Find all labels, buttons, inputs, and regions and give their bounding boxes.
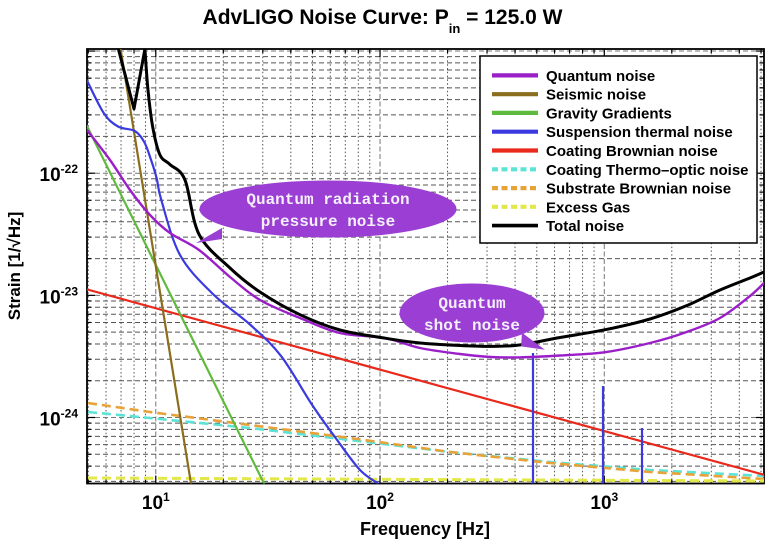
svg-text:Seismic noise: Seismic noise	[546, 87, 646, 104]
svg-text:pressure noise: pressure noise	[261, 213, 395, 231]
svg-text:10-23: 10-23	[40, 284, 79, 308]
svg-text:Quantum: Quantum	[438, 295, 506, 313]
svg-text:101: 101	[142, 490, 170, 514]
svg-text:10-24: 10-24	[40, 407, 79, 431]
svg-text:Strain [1/√Hz]: Strain [1/√Hz]	[5, 212, 24, 321]
svg-text:Frequency [Hz]: Frequency [Hz]	[360, 519, 490, 539]
svg-text:Excess Gas: Excess Gas	[546, 199, 630, 216]
svg-text:103: 103	[590, 490, 618, 514]
svg-text:102: 102	[366, 490, 394, 514]
svg-text:Coating Thermo–optic noise: Coating Thermo–optic noise	[546, 162, 749, 179]
svg-text:Gravity Gradients: Gravity Gradients	[546, 105, 672, 122]
svg-text:Quantum noise: Quantum noise	[546, 68, 655, 85]
svg-text:10-22: 10-22	[40, 162, 79, 186]
svg-text:Suspension thermal noise: Suspension thermal noise	[546, 124, 733, 141]
svg-text:Substrate Brownian noise: Substrate Brownian noise	[546, 181, 731, 198]
svg-text:shot noise: shot noise	[424, 317, 520, 335]
svg-text:Coating Brownian noise: Coating Brownian noise	[546, 143, 718, 160]
svg-text:Quantum radiation: Quantum radiation	[246, 191, 409, 209]
svg-text:Total noise: Total noise	[546, 218, 624, 235]
